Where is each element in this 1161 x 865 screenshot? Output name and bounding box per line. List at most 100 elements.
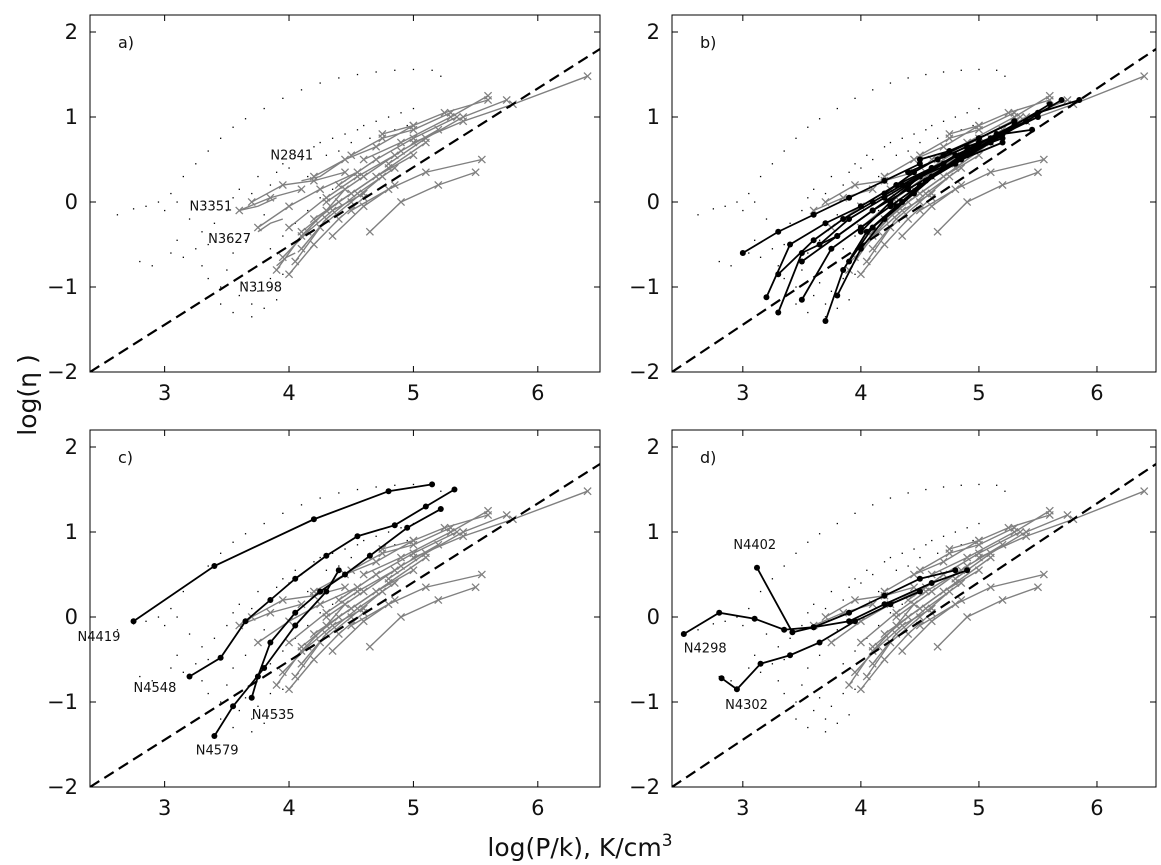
background-point	[866, 569, 868, 571]
highlighted-series-point	[1011, 118, 1018, 125]
comparison-marker	[316, 185, 325, 194]
galaxy-point	[916, 588, 923, 595]
x-axis-title: log(P/k), K/cm3	[487, 831, 672, 862]
background-point	[824, 316, 827, 318]
galaxy-point	[217, 654, 224, 661]
highlighted-series-point	[881, 194, 888, 201]
panel-d: N4402 N4298 N4302 3 4 5 6 2 1 0 −1 −2 d)	[629, 429, 1157, 820]
highlighted-series-point	[810, 211, 817, 218]
background-point	[724, 620, 726, 622]
y-tick-label: −1	[47, 275, 78, 299]
background-point	[375, 120, 377, 122]
background-point	[344, 133, 346, 135]
background-point	[232, 252, 234, 254]
background-point	[244, 697, 247, 699]
background-point	[313, 561, 315, 563]
comparison-marker	[409, 553, 418, 562]
background-point	[724, 205, 726, 207]
comparison-marker	[963, 197, 972, 207]
comparison-line	[919, 158, 1045, 212]
comparison-marker	[1039, 570, 1048, 579]
background-point	[877, 590, 880, 593]
comparison-marker	[409, 536, 418, 545]
highlighted-series-line	[848, 116, 1039, 263]
background-point	[251, 303, 253, 305]
background-point	[394, 69, 396, 71]
comparison-line	[854, 607, 933, 673]
comparison-marker	[347, 151, 356, 160]
background-point	[697, 214, 699, 216]
background-point	[344, 548, 346, 550]
comparison-marker	[856, 270, 865, 279]
background-point	[795, 303, 797, 305]
comparison-line	[313, 556, 427, 635]
background-point	[251, 192, 253, 195]
comparison-line	[884, 539, 980, 593]
background-point	[783, 692, 785, 695]
comparison-marker	[974, 121, 983, 130]
background-point	[201, 265, 203, 267]
background-point	[319, 556, 321, 559]
galaxy-label: N3351	[190, 200, 233, 215]
comparison-marker	[235, 206, 244, 215]
comparison-line	[949, 99, 1050, 135]
comparison-marker	[945, 129, 954, 139]
highlighted-series-point	[916, 156, 923, 163]
background-point	[269, 277, 272, 280]
comparison-line	[919, 573, 1045, 627]
comparison-marker	[322, 193, 331, 202]
y-tick-label: 2	[65, 20, 78, 44]
reference-line	[90, 463, 600, 787]
comparison-marker	[1033, 168, 1043, 177]
background-point	[251, 316, 253, 318]
highlighted-series-point	[928, 173, 935, 180]
background-point	[207, 243, 209, 246]
background-point	[907, 565, 909, 567]
background-point	[889, 556, 892, 559]
background-point	[170, 252, 172, 254]
galaxy-point	[230, 703, 237, 710]
comparison-marker	[396, 138, 406, 147]
y-tick-label: 0	[65, 605, 78, 629]
background-point	[400, 527, 402, 529]
comparison-line	[860, 569, 962, 644]
background-point	[170, 607, 172, 610]
x-tick-label: 3	[736, 796, 749, 820]
galaxy-point	[787, 652, 794, 659]
comparison-marker	[933, 642, 942, 651]
comparison-marker	[939, 142, 948, 151]
comparison-line	[866, 590, 950, 677]
comparison-marker	[927, 617, 936, 626]
galaxy-point	[851, 618, 858, 625]
background-point	[877, 624, 880, 627]
background-point	[818, 239, 821, 241]
comparison-marker	[1039, 155, 1048, 164]
background-point	[387, 116, 390, 118]
comparison-marker	[434, 595, 443, 605]
comparison-marker	[1045, 510, 1054, 520]
plot-frame	[671, 14, 1157, 373]
comparison-marker	[1022, 532, 1031, 541]
galaxy-point	[757, 660, 764, 667]
comparison-marker	[359, 617, 368, 626]
background-point	[363, 124, 365, 127]
comparison-marker	[880, 240, 889, 249]
comparison-marker	[915, 566, 924, 575]
comparison-marker	[471, 168, 480, 177]
highlighted-series-point	[775, 309, 782, 316]
x-tick-label: 4	[854, 381, 867, 405]
background-point	[925, 129, 927, 131]
highlighted-series-point	[1029, 126, 1036, 133]
x-tick-label: 6	[1090, 796, 1103, 820]
x-tick-label: 4	[282, 796, 295, 820]
galaxy-label: N3198	[239, 280, 282, 295]
background-point	[412, 107, 415, 110]
comparison-marker	[898, 231, 907, 241]
comparison-line	[276, 188, 346, 271]
x-tick-label: 6	[531, 381, 544, 405]
background-point	[275, 299, 278, 301]
background-point	[925, 544, 927, 546]
background-point	[164, 624, 166, 627]
highlighted-series-point	[828, 245, 835, 252]
